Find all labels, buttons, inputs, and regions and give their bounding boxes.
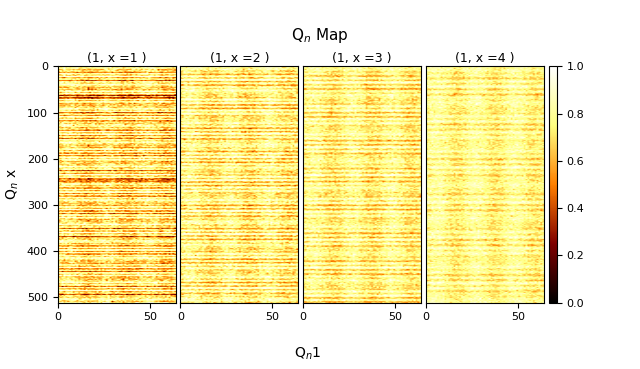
Y-axis label: Q$_n$ x: Q$_n$ x	[4, 169, 21, 200]
Title: (1, x =1 ): (1, x =1 )	[87, 52, 147, 65]
Title: (1, x =2 ): (1, x =2 )	[209, 52, 269, 65]
Title: (1, x =3 ): (1, x =3 )	[332, 52, 392, 65]
Text: Q$_n$1: Q$_n$1	[294, 346, 321, 362]
Text: Q$_n$ Map: Q$_n$ Map	[291, 26, 349, 45]
Title: (1, x =4 ): (1, x =4 )	[455, 52, 515, 65]
